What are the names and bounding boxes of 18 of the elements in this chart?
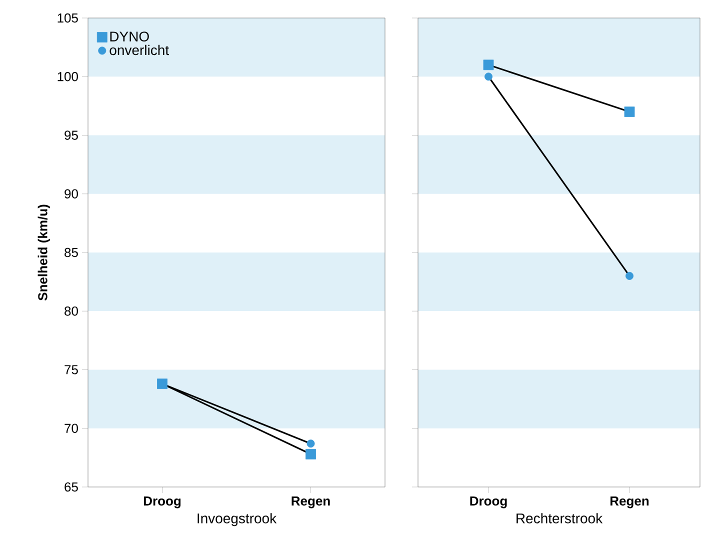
y-axis-title: Snelheid (km/u) [38,204,50,301]
x-axis-title: Rechterstrook [516,513,603,524]
x-tick-label: Regen [610,496,649,508]
y-tick-label: 75 [64,365,78,374]
x-axis-title: Invoegstrook [198,513,277,526]
y-tick-label: 95 [64,130,78,140]
y-tick-label: 85 [64,248,78,258]
y-tick-label: 80 [64,306,78,316]
x-tick-label: Droog [470,496,507,508]
x-tick-label: Droog [144,496,181,508]
y-tick-label: 90 [64,189,78,198]
legend-label: DYNO [110,32,149,42]
y-tick-label: 100 [58,72,78,82]
y-tick-label: 70 [64,424,78,433]
x-tick-label: Regen [292,496,330,508]
y-tick-label: 105 [58,13,78,23]
y-tick-label: 65 [64,482,78,492]
legend-label: onverlicht [110,44,169,56]
